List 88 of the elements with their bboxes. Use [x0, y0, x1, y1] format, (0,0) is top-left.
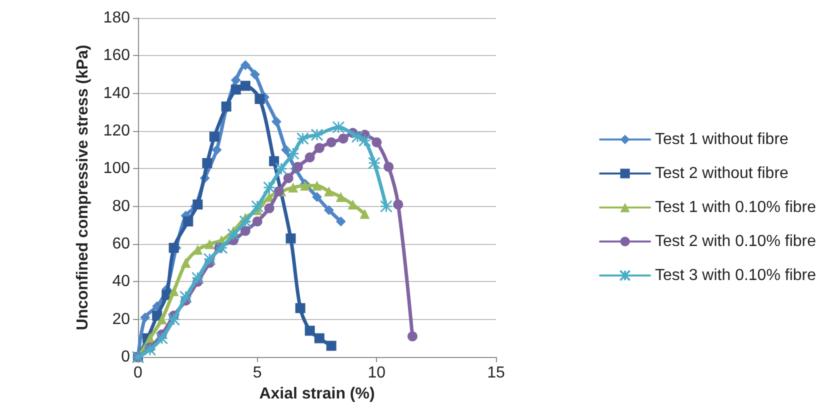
point — [368, 156, 381, 170]
point — [168, 286, 179, 296]
x-tick-label: 15 — [487, 364, 505, 382]
y-tick-label: 0 — [121, 348, 130, 366]
x-tick-label: 10 — [368, 364, 386, 382]
point — [296, 132, 309, 145]
point — [240, 226, 250, 236]
point — [192, 200, 203, 210]
y-tick-label: 180 — [103, 10, 130, 26]
y-tick-label: 40 — [112, 273, 130, 290]
y-tick-label: 60 — [112, 236, 130, 253]
point — [230, 75, 241, 86]
point — [168, 242, 179, 253]
point — [230, 84, 241, 95]
legend-label: Test 3 with 0.10% fibre — [655, 267, 816, 284]
point — [269, 156, 280, 166]
point — [144, 343, 156, 356]
point — [240, 60, 250, 70]
point — [324, 186, 334, 196]
point — [140, 312, 150, 323]
point — [372, 137, 382, 148]
point — [351, 130, 364, 143]
legend-label: Test 2 with 0.10% fibre — [655, 233, 816, 250]
y-tick-label: 20 — [112, 310, 130, 328]
point — [203, 252, 216, 266]
point — [264, 203, 274, 214]
point — [263, 181, 276, 194]
point — [358, 134, 371, 147]
point — [326, 340, 336, 351]
point — [312, 192, 322, 202]
point — [304, 326, 315, 336]
x-axis-title: Axial strain (%) — [259, 386, 375, 402]
point — [254, 94, 265, 104]
point — [191, 272, 204, 284]
point — [288, 182, 298, 193]
point — [271, 116, 282, 127]
point — [183, 216, 194, 226]
point — [336, 192, 346, 202]
x-tick-label: 5 — [252, 364, 262, 382]
point — [168, 313, 180, 326]
point — [251, 200, 264, 213]
point — [286, 233, 296, 244]
point — [239, 215, 252, 228]
point — [332, 121, 345, 134]
point — [314, 142, 324, 153]
point — [310, 128, 324, 142]
y-tick-label: 120 — [103, 122, 130, 140]
point — [156, 332, 168, 345]
y-tick-label: 100 — [103, 160, 130, 178]
point — [215, 242, 228, 254]
point — [240, 80, 250, 91]
point — [393, 200, 404, 210]
point — [156, 314, 167, 324]
point — [380, 200, 392, 213]
y-tick-label: 80 — [112, 198, 130, 215]
point — [338, 134, 348, 144]
point — [336, 216, 346, 226]
point — [250, 70, 260, 80]
point — [252, 216, 262, 226]
legend-label: Test 1 with 0.10% fibre — [655, 199, 816, 216]
point — [384, 162, 394, 172]
point — [314, 333, 324, 344]
point — [304, 152, 315, 162]
point — [286, 147, 300, 160]
point — [202, 158, 212, 168]
y-tick-label: 160 — [103, 47, 130, 64]
y-tick-label: 140 — [103, 84, 130, 102]
point — [326, 137, 336, 148]
point — [274, 162, 288, 175]
point — [312, 180, 322, 191]
point — [274, 186, 284, 196]
point — [283, 173, 294, 184]
point — [324, 205, 334, 216]
point — [204, 239, 215, 250]
point — [180, 258, 191, 268]
y-axis-title: Unconfined compressive stress (kPa) — [74, 44, 92, 330]
point — [295, 303, 306, 314]
point — [348, 200, 358, 210]
point — [227, 228, 240, 241]
point — [209, 132, 220, 142]
legend-label: Test 2 without fibre — [655, 165, 789, 182]
point — [179, 290, 192, 304]
point — [360, 208, 370, 219]
legend-label: Test 1 without fibre — [655, 131, 789, 148]
point — [212, 144, 222, 155]
point — [192, 244, 203, 255]
x-tick-label: 0 — [134, 364, 143, 382]
point — [407, 331, 418, 342]
